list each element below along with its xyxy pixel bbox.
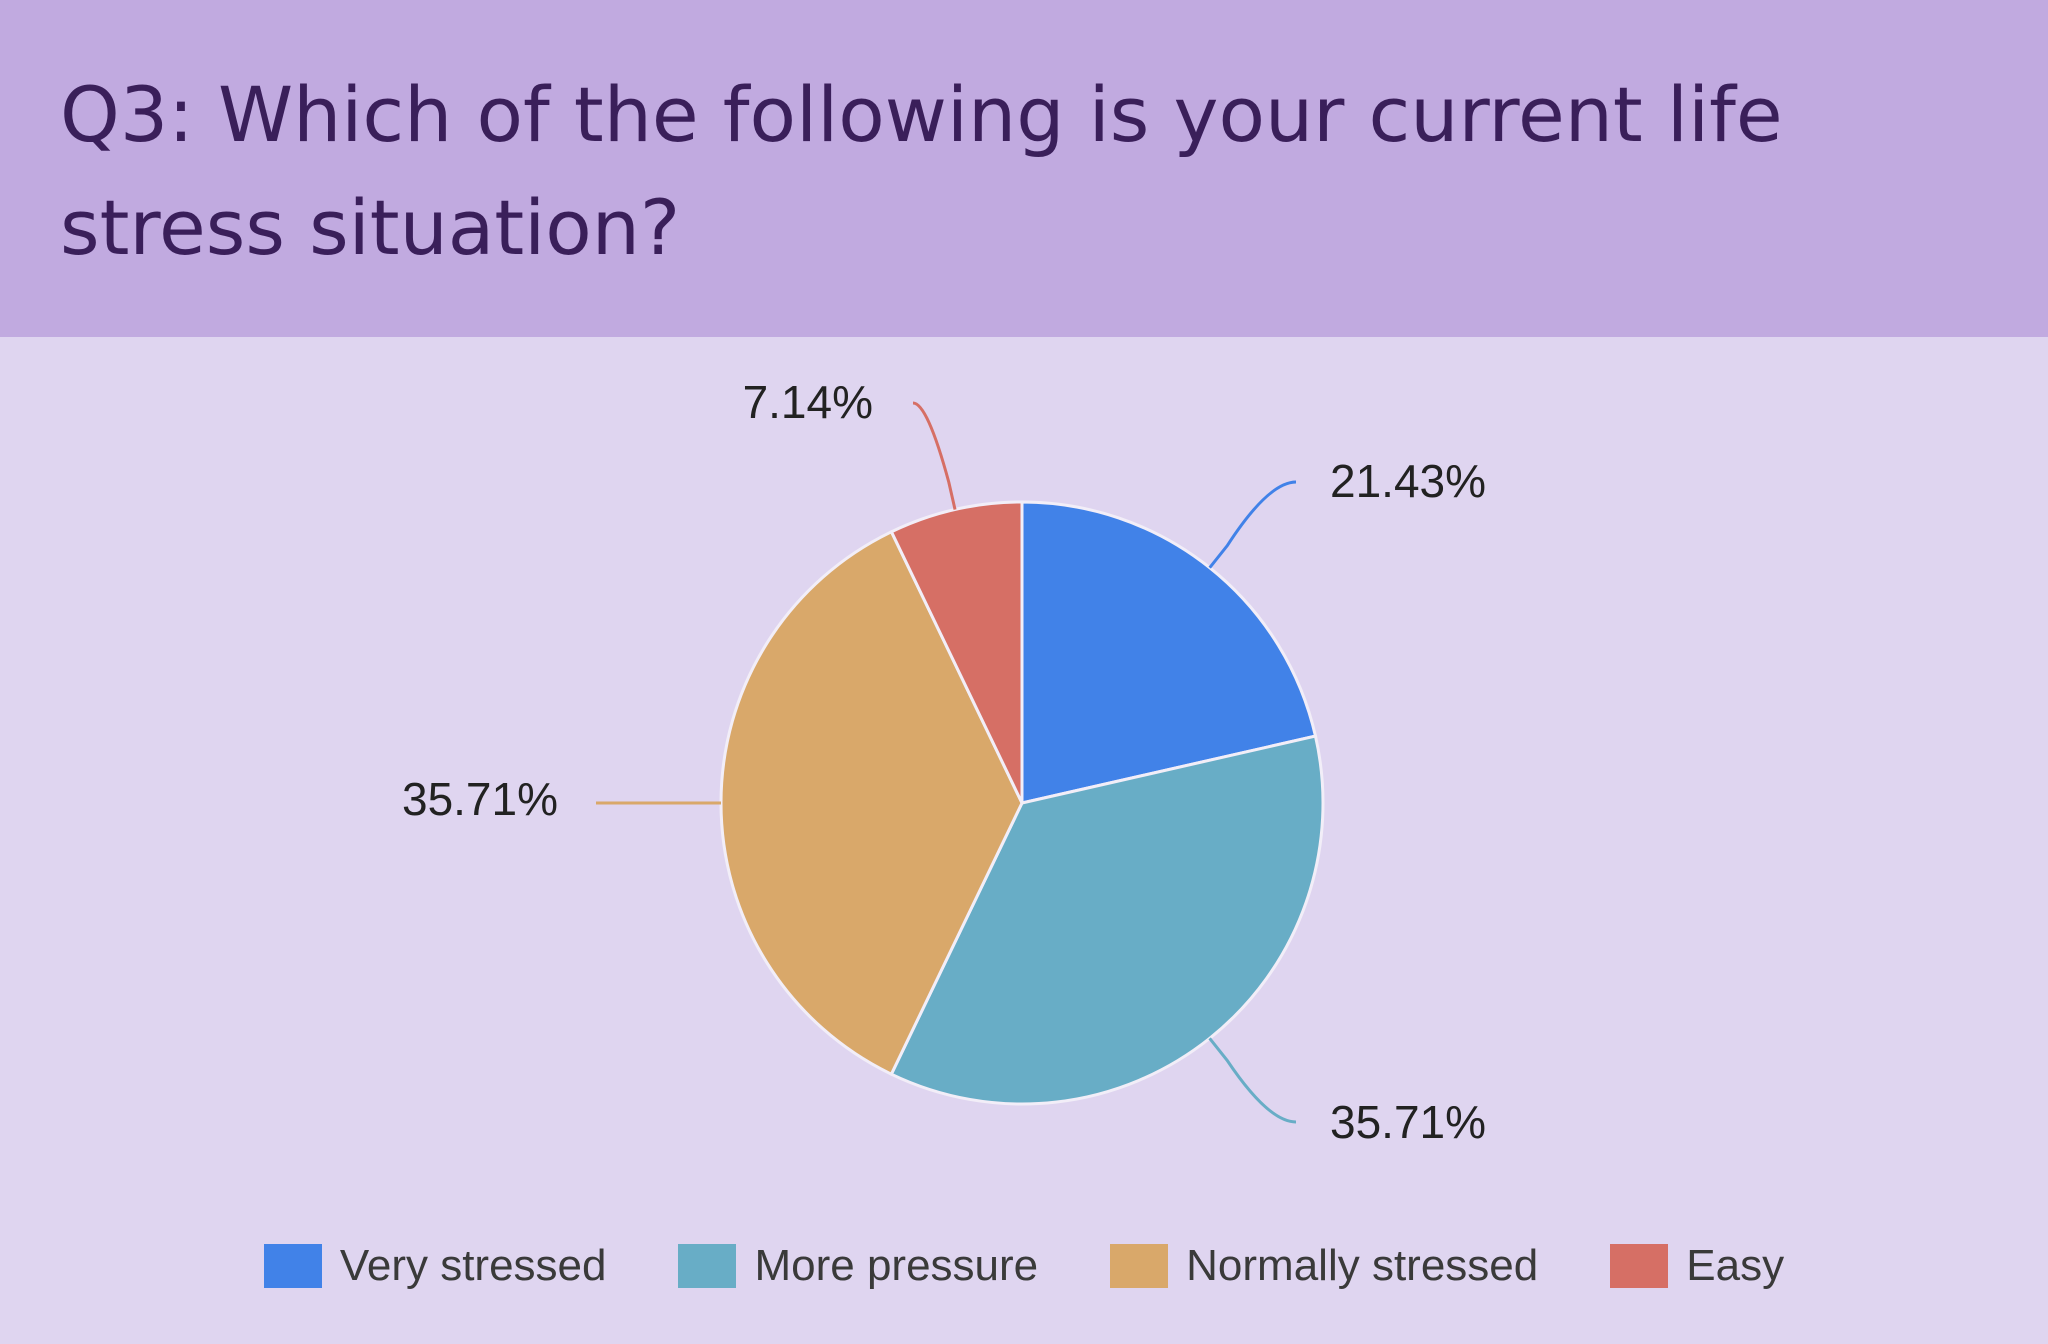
legend-item-normally-stressed[interactable]: Normally stressed (1110, 1241, 1538, 1291)
leader-line (1208, 1037, 1297, 1124)
leader-line (1208, 480, 1297, 569)
data-label: 35.71% (1330, 1096, 1486, 1148)
legend-swatch (263, 1244, 322, 1288)
chart-legend: Very stressed More pressure Normally str… (0, 1236, 2048, 1296)
legend-label: More pressure (754, 1241, 1039, 1290)
pie-data-labels: 21.43% 35.71% 35.71% 7.14% (402, 376, 1486, 1148)
pie-slice-more-pressure[interactable] (889, 734, 1325, 1106)
pie-slice-easy[interactable] (889, 500, 1024, 804)
pie-slices (719, 500, 1325, 1106)
chart-title: Q3: Which of the following is your curre… (60, 70, 1783, 272)
leader-line (912, 401, 957, 510)
data-label: 35.71% (402, 773, 558, 825)
pie-slice-normally-stressed[interactable] (719, 529, 1024, 1077)
legend-swatch (678, 1244, 737, 1288)
legend-swatch (1610, 1244, 1669, 1288)
legend-item-very-stressed[interactable]: Very stressed (263, 1241, 607, 1291)
legend-label: Normally stressed (1186, 1241, 1539, 1290)
pie-leader-lines (595, 401, 1297, 1124)
data-label: 21.43% (1330, 455, 1486, 507)
legend-swatch (1110, 1244, 1169, 1288)
legend-item-easy[interactable]: Easy (1610, 1241, 1784, 1291)
legend-label: Very stressed (339, 1241, 607, 1290)
header-banner: Q3: Which of the following is your curre… (0, 0, 2048, 337)
data-label: 7.14% (743, 376, 873, 428)
legend-item-more-pressure[interactable]: More pressure (678, 1241, 1038, 1291)
legend-label: Easy (1686, 1241, 1785, 1290)
pie-slice-very-stressed[interactable] (1020, 500, 1318, 805)
